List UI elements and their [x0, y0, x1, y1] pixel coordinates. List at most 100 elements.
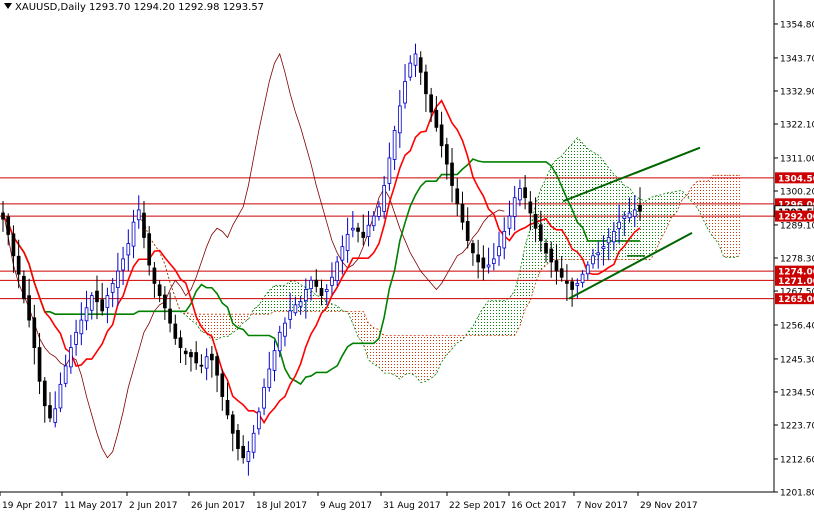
candle — [121, 246, 125, 286]
candle — [559, 255, 564, 282]
candle-body — [502, 230, 507, 249]
candle-body — [439, 124, 444, 147]
cloud-segment — [337, 305, 343, 312]
cloud-segment — [540, 178, 547, 270]
candle-body — [481, 257, 486, 269]
trend-channel — [562, 146, 701, 300]
candle — [230, 410, 235, 452]
candle-body — [84, 307, 89, 322]
candle-body — [126, 243, 131, 256]
cloud-segment — [561, 149, 567, 260]
cloud-segment — [316, 295, 322, 312]
candle-body — [147, 233, 152, 266]
candle-body — [163, 294, 167, 309]
candle-body — [267, 368, 272, 388]
cloud-segment — [472, 316, 479, 336]
ohlc-low: 1292.98 — [178, 2, 220, 13]
cloud-segment — [321, 297, 327, 312]
candle-body — [486, 264, 491, 268]
candle-body — [105, 295, 110, 308]
candle-body — [251, 432, 256, 453]
level-labels: 1304.501296.001293.571292.001274.001271.… — [774, 172, 814, 305]
candle-body — [257, 411, 261, 430]
candle — [210, 345, 214, 378]
candle-body — [585, 264, 590, 275]
candle — [251, 424, 256, 459]
candle — [481, 245, 486, 281]
cloud-segment — [551, 159, 557, 260]
y-tick-label: 1332.90 — [780, 87, 814, 97]
cloud-segment — [514, 271, 520, 336]
candle — [183, 347, 188, 366]
candle — [157, 280, 162, 303]
cloud-segment — [243, 314, 249, 323]
candlesticks — [1, 43, 642, 476]
candle-body — [89, 295, 94, 311]
candle — [450, 147, 454, 203]
candle-body — [518, 188, 522, 201]
candle — [418, 51, 423, 85]
candle — [408, 55, 413, 81]
cloud-segment — [290, 280, 296, 312]
ichimoku-cloud — [138, 136, 740, 384]
cloud-segment — [237, 314, 244, 329]
candle-body — [288, 310, 293, 320]
candle-body — [356, 227, 360, 232]
candle — [544, 238, 548, 263]
cloud-segment — [190, 314, 197, 324]
candle — [497, 231, 501, 266]
candle-body — [591, 255, 595, 265]
candle-body — [11, 233, 16, 257]
candle — [204, 348, 209, 381]
cloud-segment — [619, 179, 625, 260]
candle — [152, 261, 157, 298]
y-tick-label: 1234.50 — [780, 388, 814, 398]
candle — [424, 64, 428, 112]
cloud-segment — [467, 326, 473, 336]
candle-body — [444, 144, 449, 165]
candle — [1, 200, 5, 232]
chikou-span-line — [2, 52, 505, 459]
x-tick-label: 26 Jun 2017 — [191, 501, 245, 511]
channel-lower-line — [568, 232, 693, 300]
cloud-segment — [457, 335, 463, 343]
candle-body — [58, 383, 63, 409]
candle-body — [6, 216, 11, 235]
candle — [194, 341, 199, 370]
candle-body — [241, 445, 246, 459]
cloud-segment — [211, 314, 218, 341]
candle-body — [53, 408, 58, 423]
candle — [277, 325, 282, 358]
level-label-box — [775, 198, 814, 210]
y-tick-label: 1322.10 — [780, 120, 814, 130]
candle-body — [382, 185, 386, 212]
cloud-segment — [217, 314, 223, 340]
candle-body — [392, 130, 397, 160]
level-label-box — [775, 265, 814, 277]
candle — [236, 424, 240, 461]
candle — [403, 64, 407, 109]
candle-body — [424, 71, 428, 95]
cloud-segment — [577, 137, 583, 260]
ohlc-high: 1294.20 — [133, 2, 175, 13]
candle — [340, 235, 345, 275]
candle-body — [152, 267, 157, 284]
candle-body — [168, 308, 172, 324]
candle-body — [523, 187, 527, 199]
candle-body — [544, 242, 548, 254]
candle-body — [627, 212, 632, 219]
candle-body — [638, 204, 642, 212]
candle-body — [371, 215, 376, 227]
candle-body — [142, 212, 146, 238]
candle — [361, 214, 366, 246]
candle-body — [283, 322, 287, 337]
candle — [241, 435, 246, 464]
candle-body — [606, 237, 611, 244]
candle-body — [262, 386, 266, 409]
chart-title: XAUUSD,Daily 1293.70 1294.20 1292.98 129… — [4, 2, 264, 13]
candle — [460, 191, 465, 230]
candle-body — [220, 373, 225, 397]
candle-body — [408, 62, 413, 78]
candle — [523, 174, 527, 210]
x-tick-label: 11 May 2017 — [64, 501, 123, 511]
